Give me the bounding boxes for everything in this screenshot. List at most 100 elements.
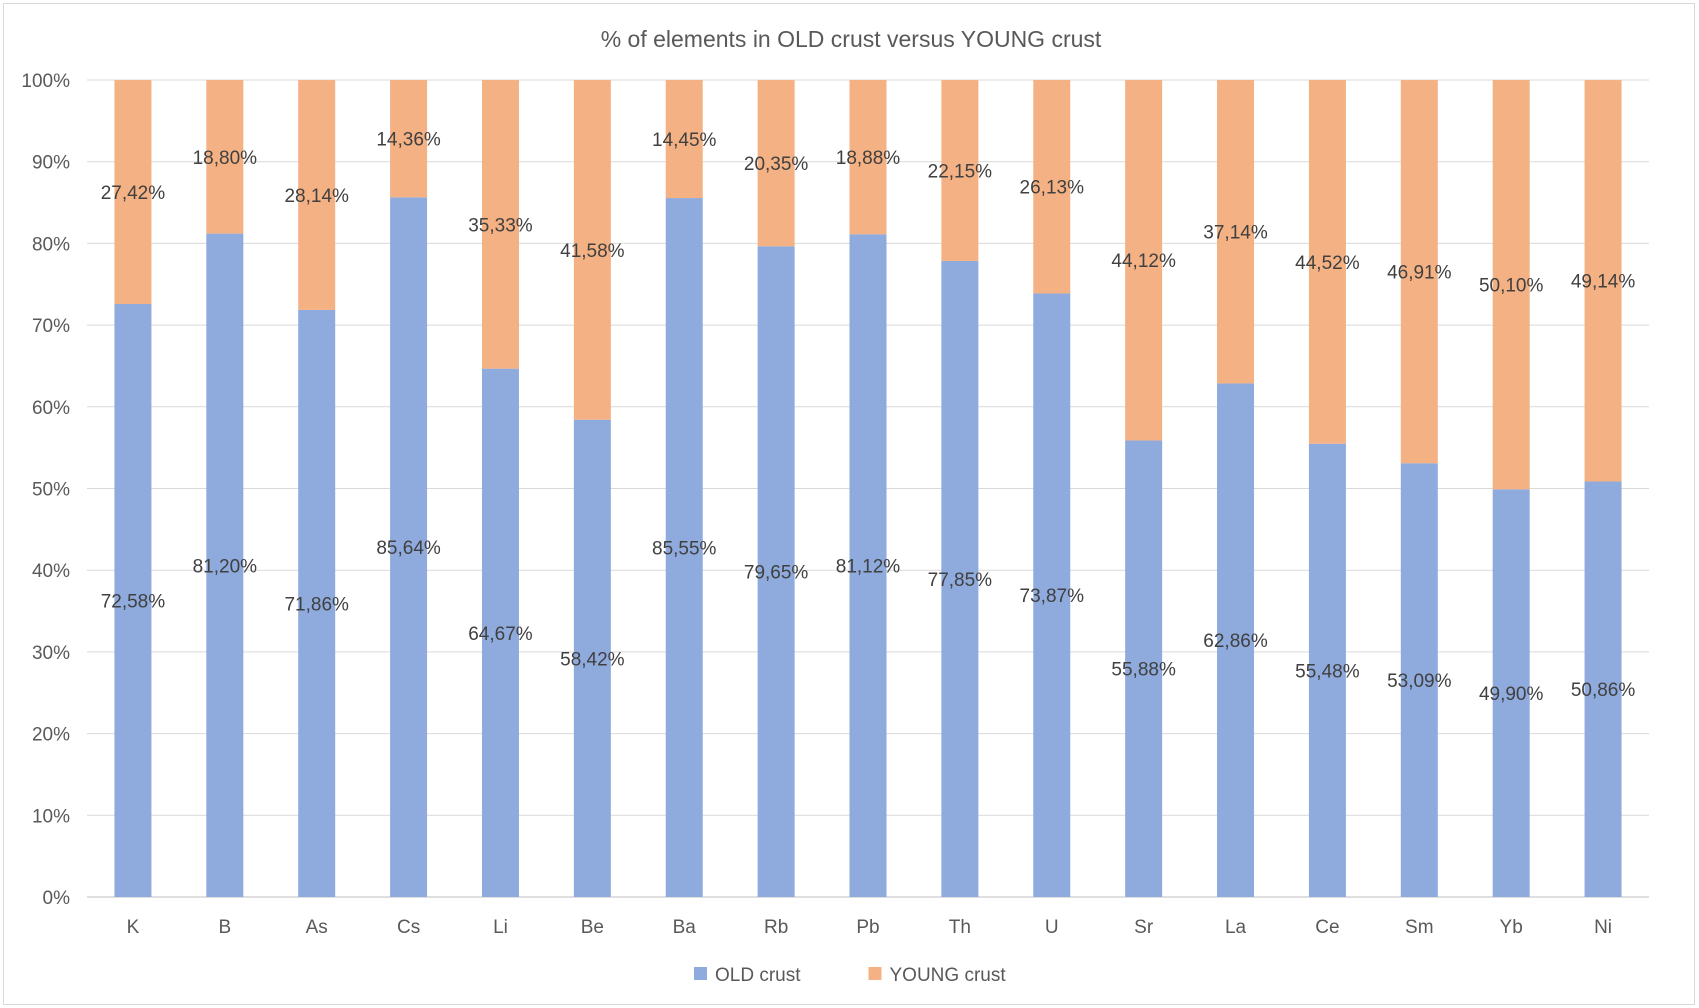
bar-old-crust [849, 234, 887, 897]
bars [114, 80, 1622, 898]
data-label-old-crust: 58,42% [560, 649, 625, 670]
bar-old-crust [1584, 481, 1622, 897]
data-label-young-crust: 20,35% [744, 154, 809, 175]
x-tick-label: Pb [856, 917, 879, 938]
data-label-old-crust: 50,86% [1571, 680, 1636, 701]
bar-young-crust [298, 80, 336, 310]
data-label-old-crust: 53,09% [1387, 671, 1452, 692]
bar-old-crust [665, 198, 703, 897]
data-label-young-crust: 26,13% [1020, 178, 1085, 199]
x-tick-label: Rb [764, 917, 788, 938]
data-label-old-crust: 62,86% [1203, 631, 1268, 652]
bar-young-crust [573, 80, 611, 420]
data-label-old-crust: 81,20% [193, 556, 258, 577]
bar-old-crust [1400, 463, 1438, 897]
data-label-old-crust: 79,65% [744, 563, 809, 584]
x-tick-label: Th [949, 917, 971, 938]
data-label-young-crust: 46,91% [1387, 263, 1452, 284]
y-tick-label: 100% [21, 71, 70, 92]
bar-young-crust [757, 80, 795, 247]
bar-young-crust [114, 80, 152, 305]
legend-swatch-old-crust [694, 967, 707, 980]
x-axis-ticks: K B As Cs Li Be Ba Rb Pb Th U Sr La Ce Sm Yb Ni [127, 917, 1612, 938]
y-tick-label: 80% [32, 234, 70, 255]
x-tick-label: Cs [397, 917, 420, 938]
data-label-young-crust: 44,12% [1111, 251, 1176, 272]
data-label-young-crust: 49,14% [1571, 272, 1636, 293]
data-label-old-crust: 64,67% [468, 624, 533, 645]
data-label-old-crust: 81,12% [836, 557, 901, 578]
data-label-old-crust: 73,87% [1020, 586, 1085, 607]
data-label-old-crust: 77,85% [928, 570, 993, 591]
bar-old-crust [573, 419, 611, 897]
bar-young-crust [206, 80, 244, 234]
x-tick-label: As [306, 917, 328, 938]
y-tick-label: 50% [32, 480, 70, 501]
bar-young-crust [1033, 80, 1071, 294]
x-tick-label: Be [581, 917, 604, 938]
bar-young-crust [1217, 80, 1255, 384]
data-label-old-crust: 72,58% [101, 592, 166, 613]
x-tick-label: Ni [1594, 917, 1612, 938]
legend: OLD crust YOUNG crust [694, 965, 1006, 986]
x-tick-label: La [1225, 917, 1247, 938]
x-tick-label: Ba [673, 917, 697, 938]
bar-young-crust [1125, 80, 1163, 441]
data-label-old-crust: 85,64% [376, 538, 441, 559]
y-tick-label: 10% [32, 806, 70, 827]
bar-old-crust [114, 304, 152, 898]
x-tick-label: Ce [1315, 917, 1339, 938]
data-label-young-crust: 50,10% [1479, 276, 1544, 297]
bar-young-crust [849, 80, 887, 235]
x-tick-label: Sm [1405, 917, 1434, 938]
data-label-old-crust: 71,86% [284, 594, 349, 615]
data-label-young-crust: 14,45% [652, 130, 717, 151]
bar-old-crust [206, 233, 244, 897]
data-label-young-crust: 18,80% [193, 148, 258, 169]
data-label-young-crust: 41,58% [560, 241, 625, 262]
x-tick-label: Sr [1134, 917, 1154, 938]
data-label-old-crust: 55,88% [1111, 660, 1176, 681]
legend-label-old-crust: OLD crust [715, 965, 801, 986]
chart-title: % of elements in OLD crust versus YOUNG … [601, 26, 1102, 52]
y-tick-label: 90% [32, 153, 70, 174]
y-axis-ticks: 0% 10% 20% 30% 40% 50% 60% 70% 80% 90% 100% [21, 71, 70, 909]
data-label-young-crust: 35,33% [468, 215, 533, 236]
bar-young-crust [481, 80, 519, 369]
bar-old-crust [1033, 293, 1071, 898]
data-label-old-crust: 55,48% [1295, 661, 1360, 682]
data-label-young-crust: 22,15% [928, 161, 993, 182]
chart-frame: % of elements in OLD crust versus YOUNG … [3, 3, 1695, 1005]
x-tick-label: Yb [1500, 917, 1523, 938]
bar-young-crust [1492, 80, 1530, 490]
bar-young-crust [665, 80, 703, 199]
bar-old-crust [757, 246, 795, 897]
y-tick-label: 60% [32, 398, 70, 419]
stacked-bar-chart: % of elements in OLD crust versus YOUNG … [21, 26, 1649, 986]
data-label-young-crust: 37,14% [1203, 223, 1268, 244]
legend-label-young-crust: YOUNG crust [890, 965, 1007, 986]
x-tick-label: B [218, 917, 231, 938]
bar-old-crust [1217, 383, 1255, 897]
bar-old-crust [390, 197, 428, 898]
legend-swatch-young-crust [868, 967, 882, 980]
bar-young-crust [1400, 80, 1438, 464]
data-label-old-crust: 49,90% [1479, 684, 1544, 705]
x-tick-label: Li [493, 917, 508, 938]
y-tick-label: 0% [43, 888, 71, 909]
data-label-young-crust: 18,88% [836, 148, 901, 169]
bar-old-crust [941, 260, 979, 897]
data-label-young-crust: 14,36% [376, 130, 441, 151]
data-label-young-crust: 44,52% [1295, 253, 1360, 274]
bar-young-crust [390, 80, 428, 198]
y-tick-label: 20% [32, 725, 70, 746]
bar-old-crust [298, 309, 336, 897]
data-label-young-crust: 27,42% [101, 183, 166, 204]
bar-old-crust [1308, 443, 1346, 897]
data-labels: 72,58% 27,42% 81,20% 18,80% 71,86% 28,14% 85,6… [101, 130, 1636, 705]
bar-young-crust [1308, 80, 1346, 444]
bar-old-crust [1492, 489, 1530, 897]
bar-young-crust [941, 80, 979, 261]
x-tick-label: K [127, 917, 140, 938]
data-label-old-crust: 85,55% [652, 539, 717, 560]
